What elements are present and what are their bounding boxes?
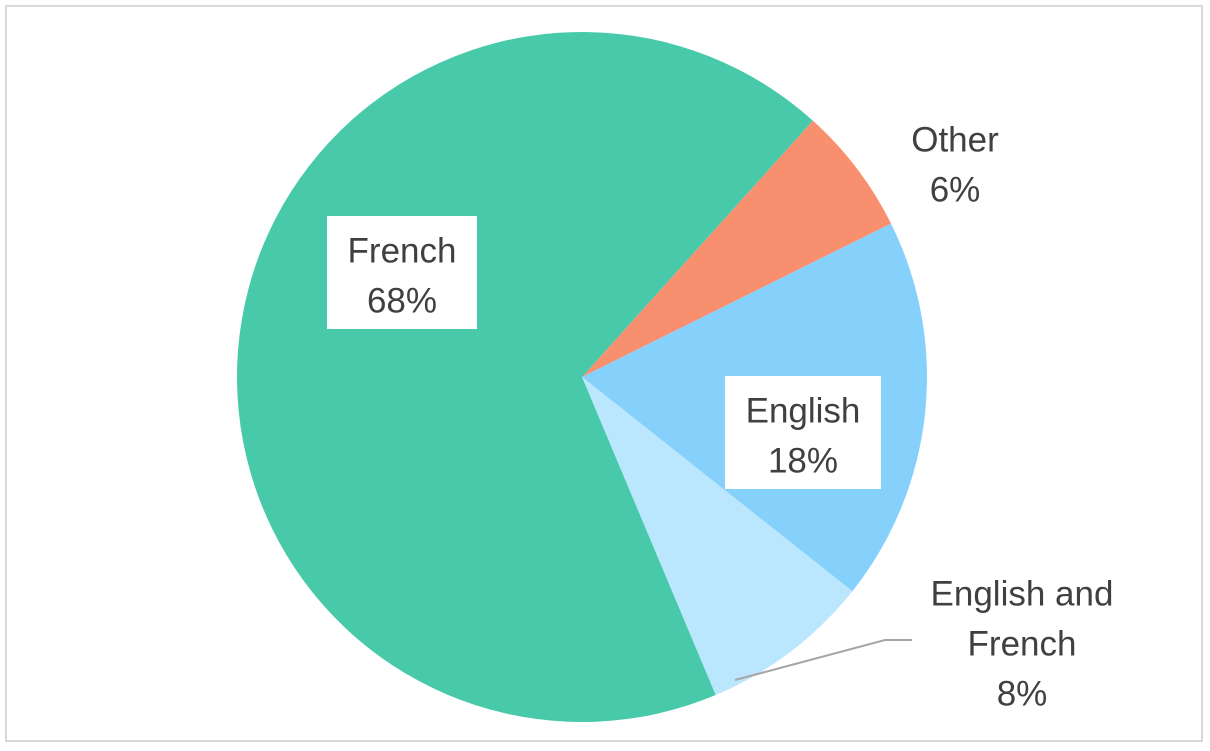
leader-lines (734, 639, 912, 681)
data-label-percent: 18% (768, 441, 838, 480)
data-label-category: Other (911, 120, 999, 159)
data-label-french: French 68% (327, 216, 477, 329)
data-label-percent: 68% (367, 281, 437, 320)
pie-slice-english-and-french (582, 377, 853, 696)
data-label-english: English 18% (725, 376, 881, 489)
data-label-box (725, 376, 881, 489)
pie-slice-other (582, 120, 892, 377)
data-label-percent: 6% (930, 170, 981, 209)
data-label-category: French (348, 231, 457, 270)
data-label-english-and-french: English and French 8% (931, 574, 1114, 713)
data-label-percent: 8% (997, 674, 1048, 713)
data-label-category: English and (931, 574, 1114, 613)
data-label-other: Other 6% (911, 120, 999, 209)
pie-slice-french (236, 32, 813, 723)
leader-line-english-and-french (734, 639, 912, 681)
data-labels: Other 6% English 18% English and French 8% Fren… (327, 120, 1113, 713)
data-label-box (327, 216, 477, 329)
data-label-category: French (968, 624, 1077, 663)
data-label-category: English (746, 391, 861, 430)
